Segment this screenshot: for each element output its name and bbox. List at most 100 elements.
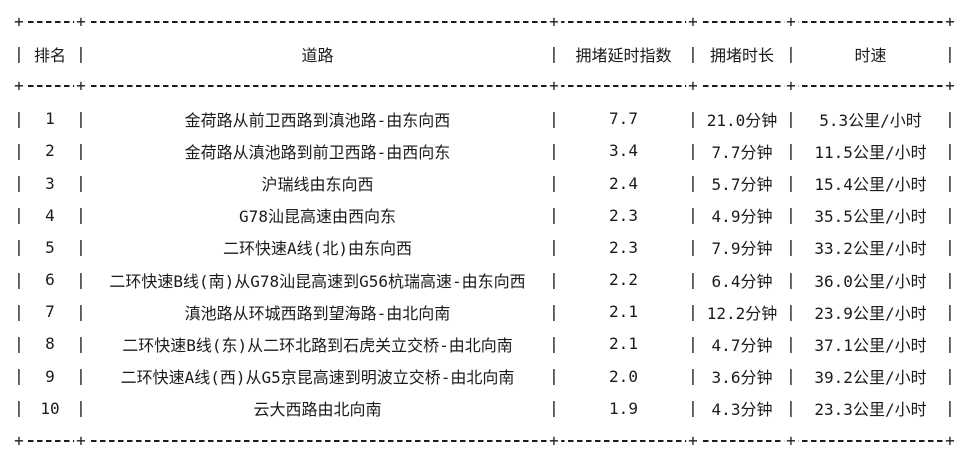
cell-road: G78汕昆高速由西向东 [239, 207, 396, 227]
column-divider-glyph: | [14, 269, 24, 289]
cell-rank: 4 [45, 205, 55, 225]
cell-rank: 2 [45, 141, 55, 161]
table-header-row: 排名 道路 拥堵延时指数 拥堵时长 时速 | | | | | | [0, 38, 959, 70]
cell-rank: 1 [45, 109, 55, 129]
header-cell-delay_index: 拥堵延时指数 [575, 46, 672, 66]
border-cross-glyph: + [74, 76, 88, 96]
table-row: 4 G78汕昆高速由西向东 2.3 4.9分钟 35.5公里/小时 | | | | | | [0, 199, 959, 231]
cell-duration: 4.3分钟 [711, 400, 773, 420]
column-divider-glyph: | [945, 333, 955, 353]
table-row: 3 沪瑞线由东向西 2.4 5.7分钟 15.4公里/小时 | | | | | | [0, 167, 959, 199]
cell-road: 二环快速B线(东)从二环北路到石虎关立交桥-由北向南 [122, 335, 513, 355]
cell-duration: 3.6分钟 [711, 368, 773, 388]
column-divider-glyph: | [14, 140, 24, 160]
column-divider-glyph: | [688, 333, 698, 353]
cell-speed: 36.0公里/小时 [814, 271, 927, 291]
border-cross-glyph: + [943, 76, 957, 96]
column-divider-glyph: | [786, 398, 796, 418]
cell-delay_index: 2.3 [609, 237, 638, 257]
border-cross-glyph: + [12, 76, 26, 96]
column-divider-glyph: | [945, 205, 955, 225]
cell-speed: 23.3公里/小时 [814, 400, 927, 420]
dashed-rule [19, 85, 950, 88]
column-divider-glyph: | [945, 44, 955, 64]
cell-rank: 7 [45, 302, 55, 322]
column-divider-glyph: | [76, 108, 86, 128]
column-divider-glyph: | [549, 269, 559, 289]
border-cross-glyph: + [12, 430, 26, 450]
column-divider-glyph: | [14, 398, 24, 418]
border-cross-glyph: + [686, 12, 700, 32]
column-divider-glyph: | [549, 398, 559, 418]
column-divider-glyph: | [786, 237, 796, 257]
border-cross-glyph: + [784, 430, 798, 450]
cell-delay_index: 2.1 [609, 334, 638, 354]
table-row: 8 二环快速B线(东)从二环北路到石虎关立交桥-由北向南 2.1 4.7分钟 37.1公… [0, 328, 959, 360]
cell-road: 二环快速B线(南)从G78汕昆高速到G56杭瑞高速-由东向西 [109, 271, 526, 291]
column-divider-glyph: | [14, 205, 24, 225]
column-divider-glyph: | [688, 205, 698, 225]
column-divider-glyph: | [14, 301, 24, 321]
column-divider-glyph: | [76, 398, 86, 418]
cell-road: 云大西路由北向南 [253, 400, 382, 420]
column-divider-glyph: | [688, 44, 698, 64]
cell-speed: 11.5公里/小时 [814, 142, 927, 162]
border-cross-glyph: + [547, 76, 561, 96]
cell-rank: 3 [45, 173, 55, 193]
column-divider-glyph: | [14, 44, 24, 64]
column-divider-glyph: | [549, 237, 559, 257]
cell-duration: 4.7分钟 [711, 335, 773, 355]
cell-road: 沪瑞线由东向西 [261, 175, 374, 195]
border-cross-glyph: + [547, 430, 561, 450]
column-divider-glyph: | [786, 366, 796, 386]
column-divider-glyph: | [786, 269, 796, 289]
column-divider-glyph: | [945, 140, 955, 160]
column-divider-glyph: | [76, 269, 86, 289]
column-divider-glyph: | [549, 301, 559, 321]
column-divider-glyph: | [76, 44, 86, 64]
column-divider-glyph: | [786, 301, 796, 321]
table-row: 10 云大西路由北向南 1.9 4.3分钟 23.3公里/小时 | | | | | | [0, 392, 959, 424]
table-row: 2 金荷路从滇池路到前卫西路-由西向东 3.4 7.7分钟 11.5公里/小时 | | | | |… [0, 135, 959, 167]
border-cross-glyph: + [686, 76, 700, 96]
border-cross-glyph: + [943, 12, 957, 32]
cell-road: 金荷路从滇池路到前卫西路-由西向东 [184, 142, 451, 162]
cell-speed: 39.2公里/小时 [814, 368, 927, 388]
column-divider-glyph: | [549, 108, 559, 128]
column-divider-glyph: | [786, 333, 796, 353]
cell-road: 二环快速A线(西)从G5京昆高速到明波立交桥-由北向南 [120, 368, 515, 388]
cell-speed: 5.3公里/小时 [819, 110, 922, 130]
column-divider-glyph: | [688, 140, 698, 160]
column-divider-glyph: | [786, 44, 796, 64]
column-divider-glyph: | [14, 108, 24, 128]
column-divider-glyph: | [14, 173, 24, 193]
border-cross-glyph: + [547, 12, 561, 32]
column-divider-glyph: | [76, 140, 86, 160]
border-cross-glyph: + [74, 430, 88, 450]
cell-duration: 5.7分钟 [711, 175, 773, 195]
column-divider-glyph: | [945, 269, 955, 289]
column-divider-glyph: | [688, 301, 698, 321]
column-divider-glyph: | [549, 333, 559, 353]
header-cell-speed: 时速 [854, 46, 887, 66]
dashed-rule [19, 439, 950, 442]
table-row: 6 二环快速B线(南)从G78汕昆高速到G56杭瑞高速-由东向西 2.2 6.4分钟 3… [0, 264, 959, 296]
column-divider-glyph: | [14, 333, 24, 353]
cell-rank: 9 [45, 366, 55, 386]
column-divider-glyph: | [786, 205, 796, 225]
table-row: 9 二环快速A线(西)从G5京昆高速到明波立交桥-由北向南 2.0 3.6分钟 39.2… [0, 360, 959, 392]
column-divider-glyph: | [549, 140, 559, 160]
cell-duration: 12.2分钟 [706, 303, 778, 323]
column-divider-glyph: | [76, 333, 86, 353]
border-cross-glyph: + [686, 430, 700, 450]
column-divider-glyph: | [549, 205, 559, 225]
column-divider-glyph: | [76, 173, 86, 193]
column-divider-glyph: | [945, 301, 955, 321]
cell-delay_index: 7.7 [609, 109, 638, 129]
column-divider-glyph: | [76, 205, 86, 225]
header-cell-road: 道路 [301, 46, 334, 66]
table-border-line: + + + + + + [0, 424, 959, 456]
header-cell-rank: 排名 [33, 46, 66, 66]
table-border-line: + + + + + + [0, 70, 959, 102]
